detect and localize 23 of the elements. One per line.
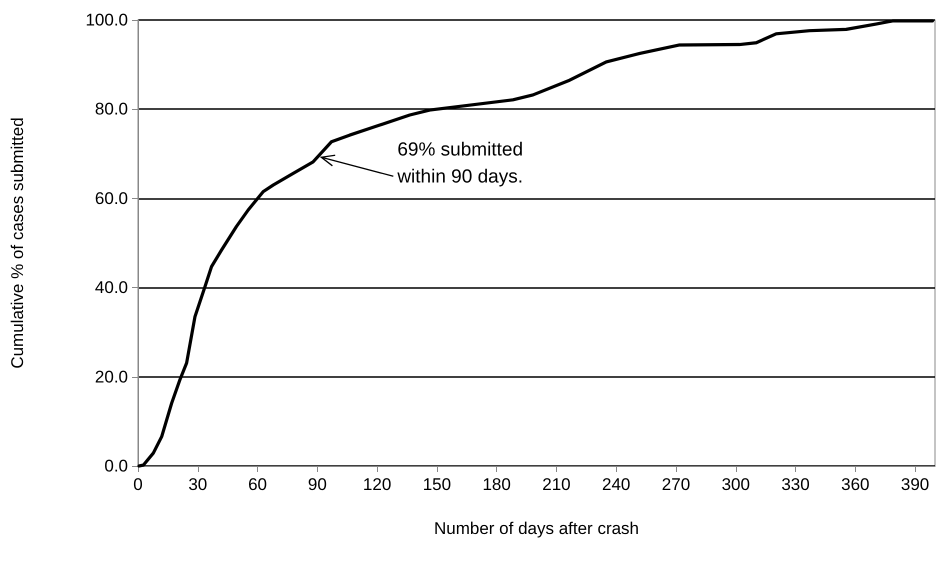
y-tick-label: 0.0 [104, 456, 128, 476]
y-tick-label: 20.0 [94, 367, 128, 386]
x-tick-label: 390 [900, 475, 930, 494]
x-tick-label: 330 [781, 475, 810, 494]
y-tick-label: 40.0 [94, 278, 128, 298]
x-tick-label: 180 [482, 475, 511, 494]
x-tick-label: 120 [362, 475, 392, 494]
y-tick-label: 60.0 [94, 188, 128, 208]
x-tick-label: 210 [542, 475, 571, 494]
x-tick-label: 270 [662, 475, 690, 494]
y-axis-title: Cumulative % of cases submitted [8, 117, 27, 369]
y-tick-label: 100.0 [85, 10, 128, 30]
x-tick-label: 60 [248, 475, 268, 494]
x-tick-label: 300 [722, 475, 750, 494]
x-tick-label: 90 [308, 475, 327, 494]
x-tick-label: 0 [133, 475, 143, 494]
y-tick-label: 80.0 [94, 100, 128, 119]
x-axis-title: Number of days after crash [434, 519, 640, 538]
x-tick-label: 360 [841, 475, 870, 494]
x-tick-label: 240 [602, 475, 630, 494]
x-tick-label: 30 [188, 475, 208, 494]
annotation: 69% submitted within 90 days. [396, 139, 524, 188]
x-tick-label: 150 [422, 475, 452, 494]
